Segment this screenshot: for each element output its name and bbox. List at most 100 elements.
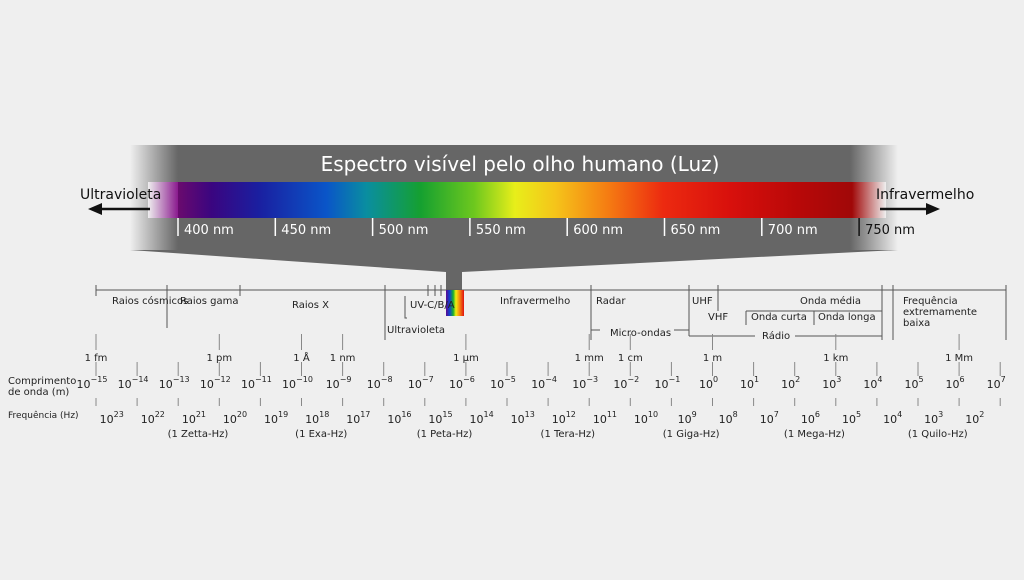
band-microwaves: Micro-ondas [610,328,671,339]
frequency-exponent-label: 105 [842,410,861,426]
wavelength-exponent-label: 10−9 [326,375,352,391]
wavelength-axis-label-line-1: Comprimento [8,376,76,387]
wavelength-exponent-label: 106 [946,375,965,391]
visible-tick-label: 650 nm [671,223,721,238]
visible-tick-label: 550 nm [476,223,526,238]
wavelength-exponent-label: 105 [904,375,923,391]
visible-tick-label: 700 nm [768,223,818,238]
band-long-wave: Onda longa [818,312,876,323]
wavelength-exponent-label: 10−4 [531,375,557,391]
visible-spectrum-bar [148,182,886,218]
band-labels: Raios cósmicos Raios gama Raios X UV-C/B… [112,295,980,342]
wavelength-exponent-label: 10−13 [159,375,190,391]
length-unit-label: 1 Å [293,351,310,364]
wavelength-exponent-label: 10−2 [613,375,639,391]
wavelength-exponent-label: 10−6 [449,375,475,391]
band-elf-line-3: baixa [903,318,930,329]
frequency-exponent-label: 1019 [264,410,288,426]
infrared-arrow [880,203,940,215]
wavelength-exponent-label: 10−10 [282,375,313,391]
frequency-unit-label: (1 Mega-Hz) [784,429,845,440]
frequency-exponent-label: 1012 [552,410,576,426]
visible-tick-label: 750 nm [865,223,915,238]
wavelength-exponent-label: 10−3 [572,375,598,391]
band-medium-wave: Onda média [800,295,861,307]
frequency-exponent-label: 1018 [305,410,329,426]
wavelength-exponent-label: 103 [822,375,841,391]
length-unit-label: 1 km [823,353,848,364]
frequency-unit-label: (1 Quilo-Hz) [908,429,968,440]
frequency-unit-label: (1 Tera-Hz) [541,429,596,440]
wavelength-exponent-label: 104 [863,375,882,391]
frequency-unit-label: (1 Peta-Hz) [417,429,473,440]
wavelength-exponent-label: 101 [740,375,759,391]
length-unit-label: 1 pm [206,353,232,364]
frequency-exponent-label: 1020 [223,410,247,426]
frequency-exponent-label: 103 [924,410,943,426]
frequency-exponent-label: 1023 [100,410,124,426]
length-unit-label: 1 nm [330,353,356,364]
band-infrared: Infravermelho [500,296,570,307]
band-x-rays: Raios X [292,300,329,311]
frequency-unit-label: (1 Giga-Hz) [663,429,720,440]
wavelength-exponent-label: 10−1 [655,375,681,391]
frequency-exponent-label: 1013 [511,410,535,426]
infrared-label: Infravermelho [876,187,974,203]
wavelength-exponent-label: 100 [699,375,718,391]
visible-band-mini-spectrum [446,290,464,316]
wavelength-axis-label: Comprimento de onda (m) [8,376,80,398]
length-unit-label: 1 cm [618,353,643,364]
frequency-axis-label: Frequência (Hz) [8,410,79,421]
wavelength-exponent-label: 10−15 [77,375,108,391]
wavelength-exponent-label: 107 [987,375,1006,391]
frequency-exponent-label: 106 [801,410,820,426]
frequency-exponent-label: 1022 [141,410,165,426]
band-uv-cba: UV-C/B/A [410,300,455,311]
frequency-exponent-label: 109 [678,410,697,426]
length-unit-label: 1 mm [575,353,604,364]
band-radar: Radar [596,296,626,307]
frequency-exponent-label: 1015 [428,410,452,426]
scale-group: 1 fm 1 pm 1 Å 1 nm 1 µm 1 mm 1 cm 1 m 1 km 1 Mm 10… [77,334,1006,440]
frequency-exponent-label: 108 [719,410,738,426]
band-ultraviolet: Ultravioleta [387,325,445,336]
band-cosmic-rays: Raios cósmicos [112,295,188,307]
band-lines [95,285,1007,340]
diagram-title: Espectro visível pelo olho humano (Luz) [321,152,720,176]
visible-tick-label: 600 nm [573,223,623,238]
length-unit-label: 1 Mm [945,353,973,364]
wavelength-exponent-label: 10−5 [490,375,516,391]
visible-tick-group: 400 nm 450 nm 500 nm 550 nm 600 nm 650 nm 700 … [177,218,915,238]
frequency-exponent-label: 1014 [470,410,494,426]
visible-tick-label: 400 nm [184,223,234,238]
length-unit-label: 1 µm [453,353,479,364]
frequency-exponent-label: 1021 [182,410,206,426]
frequency-exponent-label: 1010 [634,410,658,426]
frequency-exponent-label: 104 [883,410,902,426]
ultraviolet-label: Ultravioleta [80,187,161,203]
wavelength-exponent-label: 10−11 [241,375,272,391]
frequency-unit-label: (1 Exa-Hz) [295,429,347,440]
band-elf-line-1: Frequência [903,295,958,307]
wavelength-exponent-label: 10−7 [408,375,434,391]
wavelength-exponent-label: 10−14 [118,375,149,391]
band-gamma-rays: Raios gama [180,296,239,307]
frequency-exponent-label: 1016 [387,410,411,426]
ultraviolet-arrow [88,203,150,215]
wavelength-exponent-label: 10−12 [200,375,231,391]
band-radio: Rádio [762,330,790,342]
band-elf: Frequência extremamente baixa [903,295,980,329]
frequency-exponent-label: 102 [965,410,984,426]
band-vhf: VHF [708,312,728,323]
visible-tick-label: 500 nm [379,223,429,238]
wavelength-axis-label-line-2: de onda (m) [8,387,69,398]
wavelength-exponent-label: 102 [781,375,800,391]
frequency-exponent-label: 107 [760,410,779,426]
frequency-exponent-label: 1017 [346,410,370,426]
length-unit-label: 1 m [703,353,722,364]
length-unit-label: 1 fm [85,353,108,364]
visible-tick-label: 450 nm [281,223,331,238]
band-elf-line-2: extremamente [903,307,977,318]
